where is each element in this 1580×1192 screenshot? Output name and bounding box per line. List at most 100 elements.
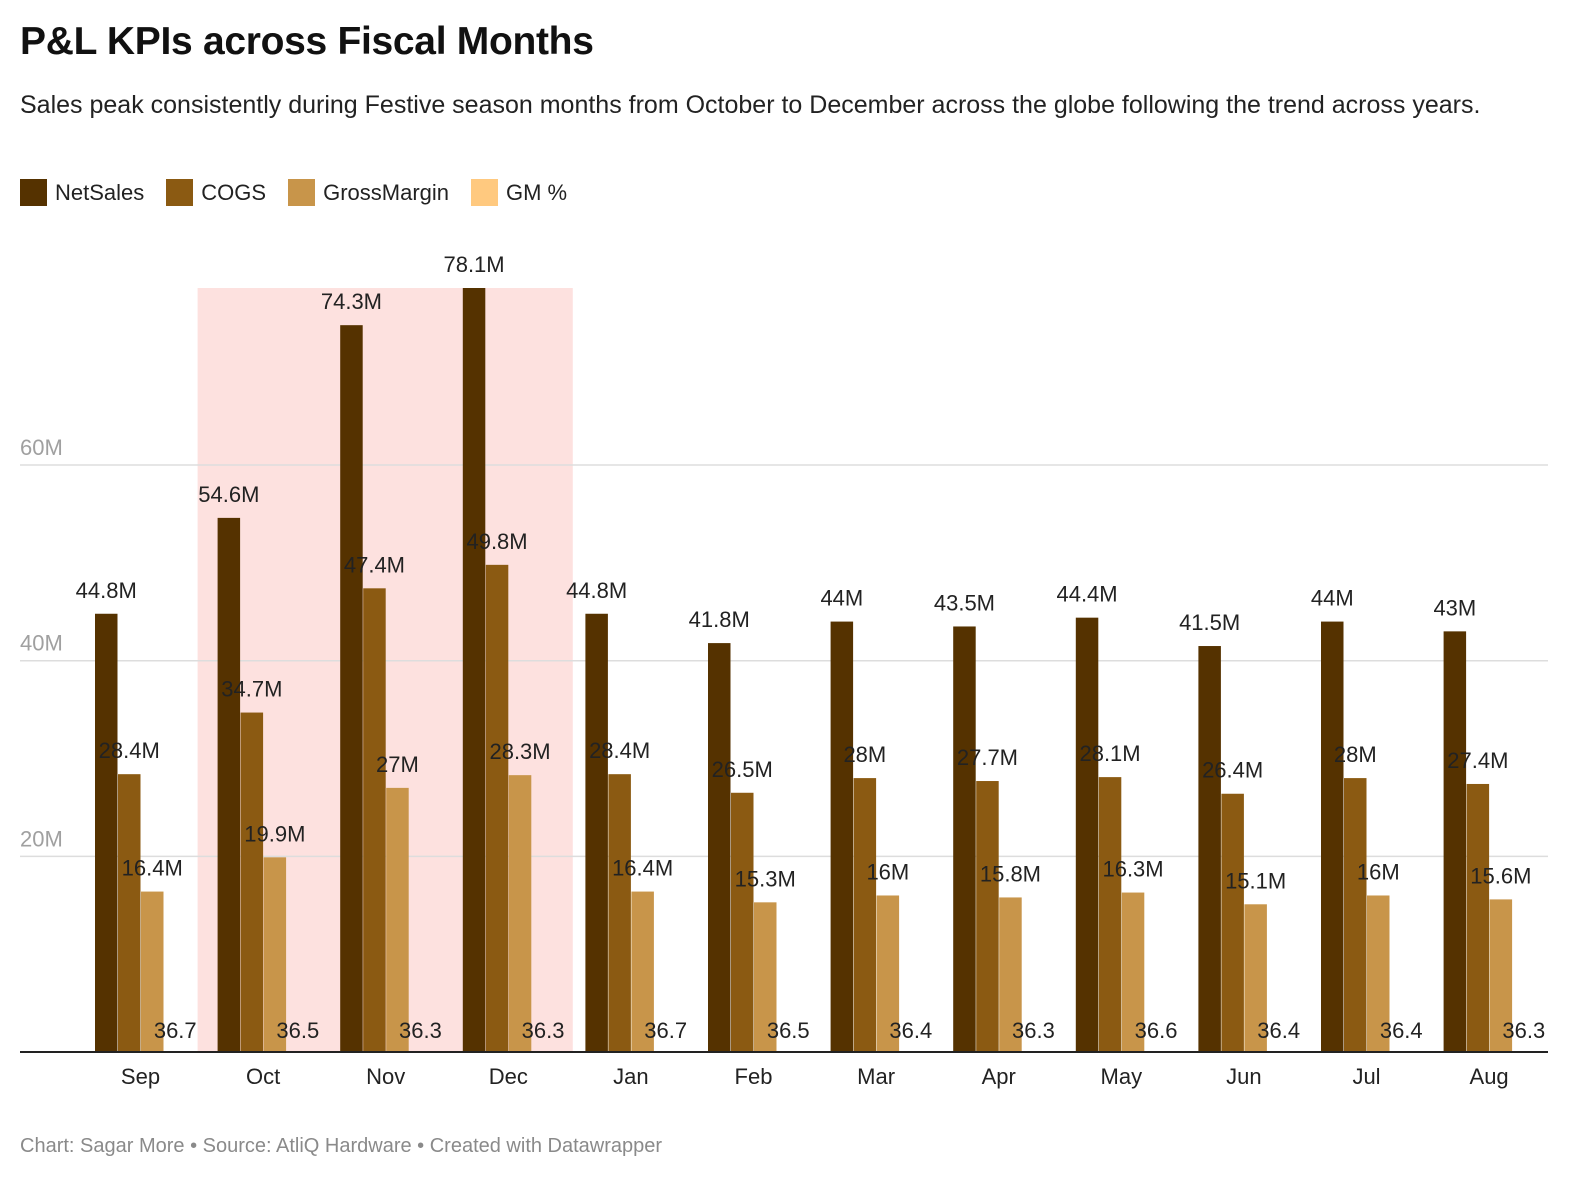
bar-cogs-jan <box>608 774 631 1052</box>
legend-label-grossmargin: GrossMargin <box>323 179 449 205</box>
bar-grossmargin-oct <box>263 857 287 1052</box>
bar-grossmargin-jul <box>1367 895 1390 1052</box>
data-label: 36.4 <box>1380 1018 1423 1043</box>
bar-cogs-aug <box>1466 783 1490 1052</box>
x-tick-label: Oct <box>246 1064 280 1089</box>
data-label: 54.6M <box>198 482 259 507</box>
data-label: 74.3M <box>321 289 382 314</box>
bar-grossmargin-mar <box>876 895 900 1052</box>
legend: NetSales COGS GrossMargin GM % <box>20 179 589 206</box>
legend-swatch-gm-percent <box>471 179 498 206</box>
data-label: 16M <box>866 859 909 884</box>
legend-swatch-cogs <box>166 179 194 206</box>
data-label: 41.5M <box>1179 610 1240 635</box>
x-tick-label: Apr <box>982 1064 1016 1089</box>
data-label: 28M <box>1334 742 1377 767</box>
data-label: 36.5 <box>276 1018 319 1043</box>
bar-netsales-mar <box>830 621 854 1052</box>
data-label: 15.3M <box>735 866 796 891</box>
bar-grossmargin-apr <box>999 897 1022 1052</box>
bar-netsales-sep <box>95 613 118 1052</box>
data-label: 36.7 <box>644 1018 687 1043</box>
y-tick-label: 60M <box>20 435 63 460</box>
data-label: 28.4M <box>589 738 650 763</box>
bar-netsales-dec <box>462 288 486 1052</box>
data-label: 43.5M <box>934 590 995 615</box>
data-label: 16.3M <box>1102 857 1163 882</box>
legend-label-netsales: NetSales <box>55 179 145 205</box>
legend-swatch-netsales <box>20 179 47 206</box>
data-label: 15.1M <box>1225 868 1286 893</box>
data-label: 36.4 <box>1257 1018 1300 1043</box>
chart-title: P&L KPIs across Fiscal Months <box>20 20 594 63</box>
data-label: 28.3M <box>489 739 550 764</box>
x-tick-label: Mar <box>857 1064 895 1089</box>
bar-cogs-nov <box>363 588 386 1052</box>
data-label: 15.6M <box>1470 863 1531 888</box>
bar-netsales-feb <box>708 643 731 1052</box>
bar-grossmargin-dec <box>508 775 532 1052</box>
x-tick-label: Jul <box>1352 1064 1380 1089</box>
bar-netsales-jun <box>1198 646 1221 1052</box>
y-tick-label: 20M <box>20 826 63 851</box>
data-label: 49.8M <box>466 529 527 554</box>
data-label: 47.4M <box>344 552 405 577</box>
x-tick-label: Sep <box>121 1064 160 1089</box>
legend-label-gm-percent: GM % <box>506 179 568 205</box>
data-label: 43M <box>1433 595 1476 620</box>
data-label: 36.5 <box>767 1018 810 1043</box>
data-label: 27.7M <box>957 745 1018 770</box>
bar-cogs-feb <box>731 792 754 1052</box>
bar-cogs-apr <box>976 781 999 1052</box>
data-label: 16M <box>1357 859 1400 884</box>
legend-label-cogs: COGS <box>201 179 267 205</box>
data-label: 26.4M <box>1202 758 1263 783</box>
data-label: 41.8M <box>689 607 750 632</box>
data-label: 27M <box>376 752 419 777</box>
bar-grossmargin-may <box>1121 892 1145 1052</box>
data-label: 44.4M <box>1056 582 1117 607</box>
data-label: 28M <box>843 742 886 767</box>
bar-grossmargin-jan <box>631 891 654 1052</box>
legend-swatch-grossmargin <box>288 179 316 206</box>
data-label: 44.8M <box>76 578 137 603</box>
data-label: 16.4M <box>612 856 673 881</box>
bar-grossmargin-feb <box>754 902 777 1052</box>
chart-footer: Chart: Sagar More • Source: AtliQ Hardwa… <box>20 1135 663 1157</box>
x-tick-label: Dec <box>489 1064 528 1089</box>
bar-netsales-apr <box>953 626 976 1052</box>
bar-cogs-jun <box>1221 793 1244 1052</box>
data-label: 28.4M <box>99 738 160 763</box>
bar-cogs-jul <box>1344 778 1367 1052</box>
x-tick-label: Jun <box>1226 1064 1261 1089</box>
x-tick-label: Feb <box>735 1064 773 1089</box>
data-label: 16.4M <box>122 856 183 881</box>
data-label: 44.8M <box>566 578 627 603</box>
bar-netsales-aug <box>1443 631 1467 1052</box>
x-tick-label: Aug <box>1470 1064 1509 1089</box>
legend-item-grossmargin: GrossMargin <box>288 179 449 206</box>
data-label: 36.4 <box>889 1018 932 1043</box>
data-label: 78.1M <box>443 252 504 277</box>
bar-netsales-jan <box>585 613 608 1052</box>
data-label: 19.9M <box>244 821 305 846</box>
bar-cogs-mar <box>853 778 877 1052</box>
y-tick-label: 40M <box>20 631 63 656</box>
bar-cogs-dec <box>485 564 509 1052</box>
data-label: 44M <box>820 586 863 611</box>
x-tick-label: Nov <box>366 1064 405 1089</box>
data-label: 36.3 <box>1012 1018 1055 1043</box>
bar-netsales-jul <box>1321 621 1344 1052</box>
data-label: 27.4M <box>1447 748 1508 773</box>
bar-netsales-oct <box>217 517 241 1052</box>
bar-grossmargin-nov <box>386 787 409 1052</box>
data-label: 26.5M <box>712 757 773 782</box>
bar-netsales-nov <box>340 325 363 1052</box>
legend-item-netsales: NetSales <box>20 179 144 206</box>
bar-grossmargin-aug <box>1489 899 1513 1052</box>
bar-cogs-sep <box>118 774 141 1052</box>
x-tick-label: Jan <box>613 1064 648 1089</box>
bar-cogs-may <box>1098 777 1122 1052</box>
data-label: 36.3 <box>522 1018 565 1043</box>
